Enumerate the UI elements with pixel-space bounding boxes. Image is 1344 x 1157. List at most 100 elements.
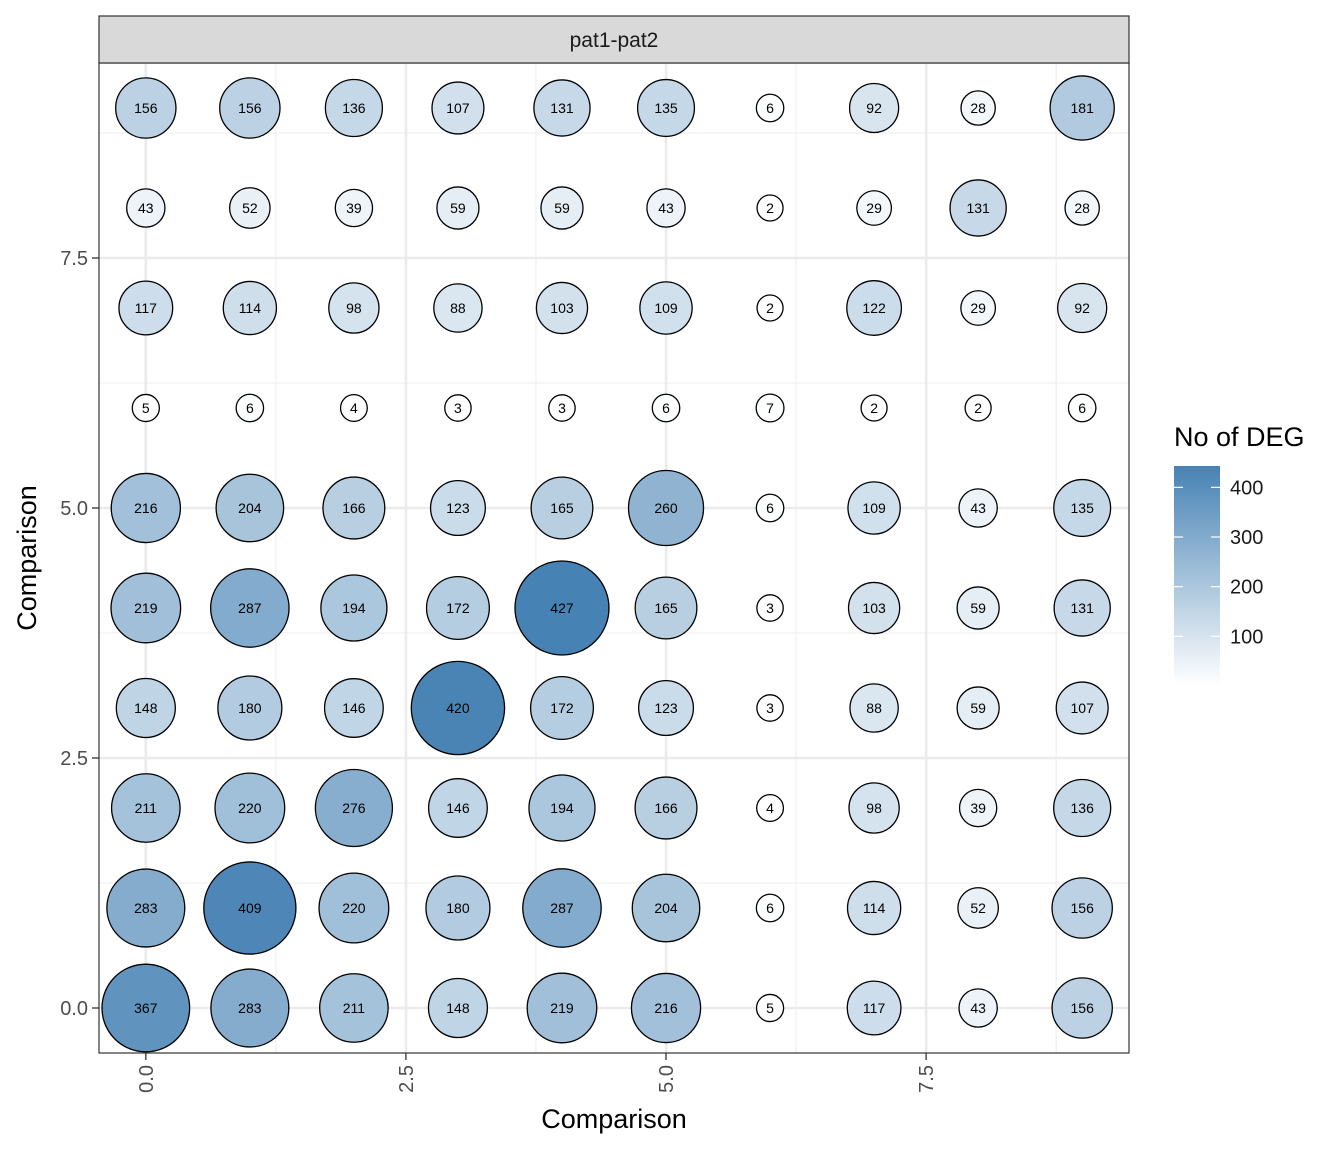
bubble-circle [1053, 778, 1112, 838]
bubble-value-label: 39 [346, 200, 362, 216]
bubble: 6 [755, 493, 785, 523]
bubble-circle [427, 977, 489, 1039]
bubble: 194 [528, 774, 596, 842]
bubble-value-label: 180 [238, 700, 262, 716]
bubble-circle [847, 581, 901, 635]
bubble-circle [630, 972, 702, 1044]
bubble-circle [958, 488, 998, 528]
bubble-circle [514, 560, 610, 656]
bubble-value-label: 287 [238, 600, 262, 616]
bubble-circle [958, 788, 998, 828]
bubble: 148 [115, 677, 176, 739]
bubble: 136 [1053, 778, 1112, 838]
bubble-value-label: 107 [1071, 700, 1095, 716]
bubble: 180 [425, 875, 491, 941]
bubble-value-label: 2 [766, 300, 774, 316]
bubble-value-label: 123 [446, 500, 470, 516]
bubble: 3 [548, 394, 576, 422]
x-tick-label: 7.5 [916, 1065, 938, 1093]
bubble: 146 [323, 678, 384, 738]
bubble-circle [958, 988, 998, 1028]
bubble-value-label: 131 [1071, 600, 1095, 616]
bubble-circle [1051, 877, 1113, 939]
bubble-circle [1053, 579, 1111, 637]
bubble: 28 [960, 90, 996, 126]
bubble-circle [217, 675, 283, 741]
x-tick-label: 0.0 [136, 1065, 158, 1093]
bubble-value-label: 2 [870, 400, 878, 416]
bubble: 3 [444, 394, 472, 422]
bubble: 4 [339, 393, 368, 423]
bubble-circle [429, 479, 486, 537]
bubble-circle [847, 481, 901, 535]
bubble-value-label: 283 [134, 900, 158, 916]
bubble: 107 [1055, 681, 1109, 735]
bubble-value-label: 283 [238, 1000, 262, 1016]
bubble-circle [646, 188, 686, 228]
bubble: 5 [755, 993, 785, 1023]
bubble: 287 [522, 868, 602, 948]
legend-ticks: 100 200 300 400 [1174, 477, 1263, 648]
bubble-value-label: 52 [970, 900, 986, 916]
bubble-circle [118, 280, 174, 336]
legend-colorbar [1174, 466, 1220, 685]
bubble-circle [964, 394, 992, 422]
bubble: 43 [126, 188, 166, 228]
bubble-circle [1053, 478, 1112, 538]
bubble: 109 [847, 481, 901, 535]
bubble: 117 [118, 280, 174, 336]
bubble: 211 [110, 773, 181, 843]
bubble: 123 [429, 479, 486, 537]
bubble: 59 [956, 686, 1000, 730]
bubble-value-label: 148 [446, 1000, 470, 1016]
bubble: 166 [634, 776, 698, 840]
bubble: 427 [514, 560, 610, 656]
bubble-value-label: 156 [134, 100, 158, 116]
bubble-circle [219, 77, 281, 139]
bubble-value-label: 5 [766, 1000, 774, 1016]
bubble: 103 [535, 281, 589, 335]
bubble: 172 [529, 675, 595, 741]
bubble-value-label: 28 [1074, 200, 1090, 216]
bubble: 166 [322, 476, 386, 540]
bubble-circle [846, 880, 902, 936]
bubble-value-label: 135 [1071, 500, 1095, 516]
bubble: 114 [222, 280, 278, 336]
bubble-value-label: 117 [863, 1000, 886, 1016]
bubble: 2 [756, 294, 784, 322]
bubble: 260 [627, 469, 705, 547]
bubble: 135 [636, 78, 696, 138]
legend-title: No of DEG [1174, 422, 1305, 452]
bubble: 172 [425, 575, 490, 641]
facet-strip-label: pat1-pat2 [570, 29, 659, 52]
bubble: 107 [431, 81, 485, 135]
bubble-value-label: 180 [446, 900, 470, 916]
bubble-value-label: 6 [766, 900, 774, 916]
bubble-circle [755, 993, 785, 1023]
bubble-circle [755, 893, 785, 923]
bubble-value-label: 109 [654, 300, 678, 316]
bubble: 287 [210, 568, 290, 648]
legend-tick-label: 200 [1230, 577, 1263, 599]
bubble: 420 [410, 660, 506, 756]
bubble-circle [410, 660, 506, 756]
bubble: 6 [755, 893, 785, 923]
bubble-circle [651, 393, 681, 423]
bubble-circle [522, 868, 602, 948]
bubble-circle [328, 282, 380, 334]
bubble: 216 [630, 972, 702, 1044]
bubble-value-label: 4 [350, 400, 358, 416]
bubble-value-label: 59 [450, 200, 466, 216]
bubble: 148 [427, 977, 489, 1039]
bubble: 6 [755, 93, 785, 123]
bubble-circle [1051, 977, 1113, 1039]
y-tick-label: 0.0 [60, 998, 88, 1020]
bubble: 98 [328, 282, 380, 334]
bubble-value-label: 166 [342, 500, 366, 516]
bubble-value-label: 28 [970, 100, 986, 116]
bubble-circle [957, 887, 1000, 929]
bubble-value-label: 92 [1074, 300, 1090, 316]
bubble-value-label: 59 [554, 200, 570, 216]
bubble-circle [526, 972, 598, 1044]
